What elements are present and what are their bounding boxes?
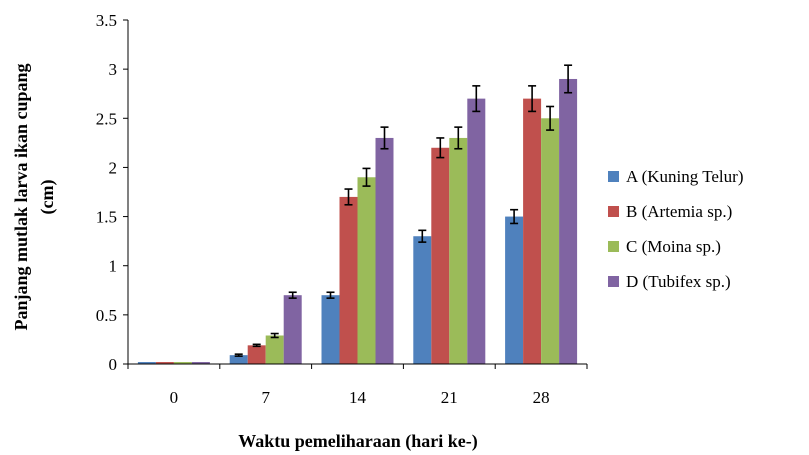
bar	[449, 137, 468, 364]
error-bar	[380, 126, 389, 150]
bar	[523, 98, 542, 364]
bar	[247, 345, 266, 364]
bar	[265, 335, 284, 364]
axes	[127, 20, 587, 365]
x-tick-label: 28	[533, 388, 550, 407]
error-bar	[326, 291, 335, 299]
error-bar	[546, 105, 555, 131]
legend-label: B (Artemia sp.)	[626, 202, 732, 221]
bar-series	[137, 78, 578, 365]
y-axis-title-line: Panjang mutlak larva ikan cupang	[11, 63, 31, 330]
y-tick-label: 3	[109, 60, 118, 79]
y-tick-label: 2	[109, 158, 118, 177]
y-tick-label: 3.5	[96, 11, 117, 30]
bar	[357, 177, 376, 364]
bar	[191, 362, 210, 364]
x-axis-title: Waktu pemeliharaan (hari ke-)	[238, 431, 478, 452]
bar	[321, 295, 340, 364]
error-bar	[362, 167, 371, 187]
legend-item: C (Moina sp.)	[608, 237, 721, 256]
bar	[339, 196, 358, 364]
bar	[173, 362, 192, 364]
x-tick-label: 7	[261, 388, 270, 407]
y-axis-ticks: 0 0.5 1 1.5 2 2.5 3 3.5	[96, 11, 128, 374]
bar	[431, 147, 450, 364]
legend-swatch	[608, 241, 619, 252]
y-axis-title-line: (cm)	[37, 180, 58, 215]
legend-label: A (Kuning Telur)	[626, 167, 743, 186]
error-bar	[344, 188, 353, 206]
error-bar	[288, 291, 297, 299]
legend: A (Kuning Telur) B (Artemia sp.) C (Moina …	[608, 167, 743, 291]
y-axis-title: Panjang mutlak larva ikan cupang (cm)	[11, 63, 58, 330]
y-tick-label: 1	[109, 257, 118, 276]
bar	[505, 216, 524, 364]
bar	[413, 236, 432, 364]
x-axis-ticks: 0 7 14 21 28	[127, 364, 588, 407]
error-bar	[564, 64, 573, 94]
error-bars	[234, 64, 573, 357]
y-tick-label: 1.5	[96, 208, 117, 227]
error-bar	[252, 343, 261, 348]
x-tick-label: 21	[441, 388, 458, 407]
legend-swatch	[608, 276, 619, 287]
legend-label: D (Tubifex sp.)	[626, 272, 731, 291]
error-bar	[234, 353, 243, 357]
bar	[559, 78, 578, 364]
bar	[283, 295, 302, 364]
bar	[541, 118, 560, 365]
error-bar	[454, 126, 463, 150]
legend-item: D (Tubifex sp.)	[608, 272, 731, 291]
x-tick-label: 0	[170, 388, 179, 407]
y-tick-label: 0.5	[96, 306, 117, 325]
legend-item: A (Kuning Telur)	[608, 167, 743, 186]
x-tick-label: 14	[349, 388, 367, 407]
legend-label: C (Moina sp.)	[626, 237, 721, 256]
legend-item: B (Artemia sp.)	[608, 202, 732, 221]
bar	[155, 362, 174, 364]
y-tick-label: 0	[109, 355, 118, 374]
error-bar	[418, 229, 427, 243]
legend-swatch	[608, 206, 619, 217]
error-bar	[472, 85, 481, 113]
y-tick-label: 2.5	[96, 109, 117, 128]
bar	[137, 362, 156, 364]
bar	[229, 355, 248, 364]
error-bar	[270, 332, 279, 339]
error-bar	[436, 137, 445, 159]
legend-swatch	[608, 171, 619, 182]
bar	[375, 137, 394, 364]
error-bar	[528, 85, 537, 113]
error-bar	[510, 208, 519, 225]
bar	[467, 98, 486, 364]
